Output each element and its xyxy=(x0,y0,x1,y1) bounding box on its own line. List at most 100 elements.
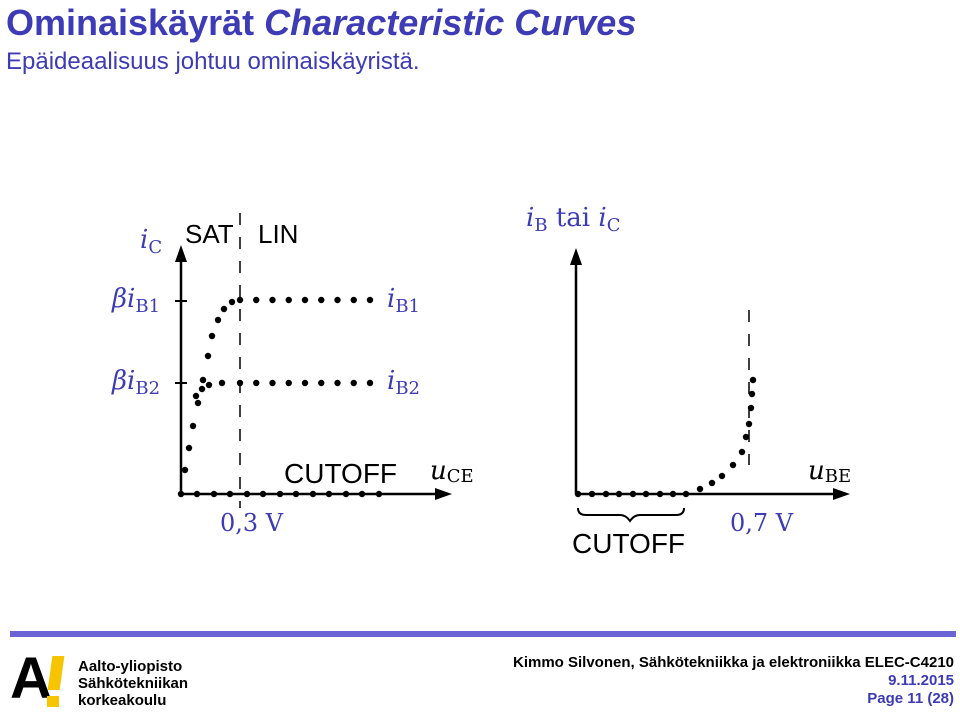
diode-curve-dot xyxy=(615,490,623,498)
beta-ib2-label: βiB2 xyxy=(111,366,160,399)
ib2-curve-dot xyxy=(218,379,226,387)
ib1-curve-dot xyxy=(194,399,202,407)
footer-author: Kimmo Silvonen, Sähkötekniikka ja elektr… xyxy=(513,654,954,671)
right-y-arrowhead xyxy=(570,248,582,265)
diode-curve-dot xyxy=(588,490,596,498)
title-finnish: Ominaiskäyrät xyxy=(6,2,255,43)
left-curve-dots xyxy=(177,296,383,498)
ib1-curve-dot xyxy=(301,296,309,304)
footer-divider xyxy=(10,631,956,637)
ib2-curve-dot xyxy=(318,379,325,387)
cutoff-dot xyxy=(325,490,333,498)
diode-curve-dot xyxy=(747,404,755,412)
left-x-arrowhead xyxy=(435,488,452,500)
ib2-curve-dot xyxy=(198,385,206,393)
diode-curve-dot xyxy=(696,485,704,493)
aalto-logo: A Aalto-yliopisto Sähkötekniikan korkeak… xyxy=(10,650,210,712)
ib2-curve-dot xyxy=(192,392,200,400)
lin-region-label: LIN xyxy=(258,219,298,249)
diode-curve-dot xyxy=(748,390,756,398)
ib1-curve-dot xyxy=(236,296,244,304)
logo-letter-a: A xyxy=(10,646,52,711)
characteristic-curves-diagram: iC SAT LIN βiB1 βiB2 iB1 iB2 CUTOFF uCE … xyxy=(111,203,851,559)
ib1-curve-dot xyxy=(181,466,189,474)
cutoff-dot xyxy=(177,490,185,498)
cutoff-region-label: CUTOFF xyxy=(284,458,397,489)
ib1-curve-dot xyxy=(350,296,357,304)
footer-page-number: Page 11 (28) xyxy=(867,690,954,707)
footer-date: 9.11.2015 xyxy=(888,672,954,689)
left-x-axis-label: uCE xyxy=(430,456,474,487)
ib2-curve-dot xyxy=(301,379,309,387)
diode-curve-dot xyxy=(642,490,650,498)
footer-info: Kimmo Silvonen, Sähkötekniikka ja elektr… xyxy=(513,654,954,708)
diode-curve-dot xyxy=(742,433,750,441)
ib2-curve-dot xyxy=(236,379,244,387)
ib1-curve-dot xyxy=(366,296,374,304)
ib1-curve-dot xyxy=(228,298,236,306)
ib1-curve-dot xyxy=(185,444,193,452)
cutoff-dot xyxy=(276,490,284,498)
cutoff-dot xyxy=(243,490,251,498)
ib2-curve-dot xyxy=(350,379,357,387)
ib1-curve-dot xyxy=(269,296,276,304)
cutoff-dot xyxy=(259,490,267,498)
ib2-curve-dot xyxy=(366,379,374,387)
left-graph: iC SAT LIN βiB1 βiB2 iB1 iB2 CUTOFF uCE … xyxy=(111,213,474,537)
logo-exclamation-dot xyxy=(47,696,59,707)
ib1-curve-label: iB1 xyxy=(387,284,420,317)
diode-curve-dot xyxy=(669,490,677,498)
diode-curve-dot xyxy=(749,376,757,384)
ib2-curve-dot xyxy=(269,379,276,387)
diode-curve-dot xyxy=(629,490,637,498)
right-x-arrowhead xyxy=(833,488,850,500)
logo-line-2: Sähkötekniikan xyxy=(78,675,189,692)
cutoff-dot xyxy=(210,490,218,498)
cutoff-dot xyxy=(342,490,350,498)
ib2-curve-dot xyxy=(205,381,213,389)
logo-line-1: Aalto-yliopisto xyxy=(78,658,183,675)
ib1-curve-dot xyxy=(189,422,197,430)
right-cutoff-label: CUTOFF xyxy=(572,528,685,559)
cutoff-dot xyxy=(375,490,383,498)
diode-curve-dot xyxy=(682,490,690,498)
diode-curve-dot xyxy=(708,479,716,487)
right-x-axis-label: uBE xyxy=(808,456,851,487)
cutoff-brace xyxy=(577,507,685,523)
ib1-curve-dot xyxy=(334,296,341,304)
cutoff-dot xyxy=(292,490,300,498)
right-graph: iB tai iC uBE CUTOFF 0,7 V xyxy=(526,203,851,559)
ib2-curve-dot xyxy=(334,379,341,387)
ib2-curve-dot xyxy=(253,379,260,387)
diode-curve-dot xyxy=(574,490,582,498)
ib1-curve-dot xyxy=(285,296,292,304)
diode-curve-dot xyxy=(602,490,610,498)
ib1-curve-dot xyxy=(318,296,325,304)
ib2-curve-dot xyxy=(285,379,292,387)
sat-region-label: SAT xyxy=(185,219,234,249)
right-curve-dots xyxy=(574,376,757,498)
slide-title: Ominaiskäyrät Characteristic Curves xyxy=(6,2,636,44)
ib1-curve-dot xyxy=(199,376,207,384)
ib1-curve-dot xyxy=(253,296,260,304)
cutoff-dot xyxy=(358,490,366,498)
beta-ib1-label: βiB1 xyxy=(111,284,160,317)
cutoff-dot xyxy=(193,490,201,498)
diode-curve-dot xyxy=(745,420,753,428)
cutoff-dot xyxy=(226,490,234,498)
left-y-arrowhead xyxy=(175,245,187,262)
diode-curve-dot xyxy=(718,472,726,480)
diode-curve-dot xyxy=(738,448,746,456)
logo-text: Aalto-yliopisto Sähkötekniikan korkeakou… xyxy=(78,658,188,709)
cutoff-dot xyxy=(309,490,317,498)
left-y-axis-label: iC xyxy=(140,225,162,258)
logo-line-3: korkeakoulu xyxy=(78,692,167,709)
vbe-threshold-marker: 0,7 V xyxy=(730,509,794,537)
ib1-curve-dot xyxy=(214,316,222,324)
ib1-curve-dot xyxy=(208,332,216,340)
vce-sat-marker: 0,3 V xyxy=(220,509,284,537)
ib1-curve-dot xyxy=(220,305,228,313)
slide-subtitle: Epäideaalisuus johtuu ominaiskäyristä. xyxy=(6,48,420,75)
right-y-axis-label: iB tai iC xyxy=(526,203,620,236)
diode-curve-dot xyxy=(656,490,664,498)
